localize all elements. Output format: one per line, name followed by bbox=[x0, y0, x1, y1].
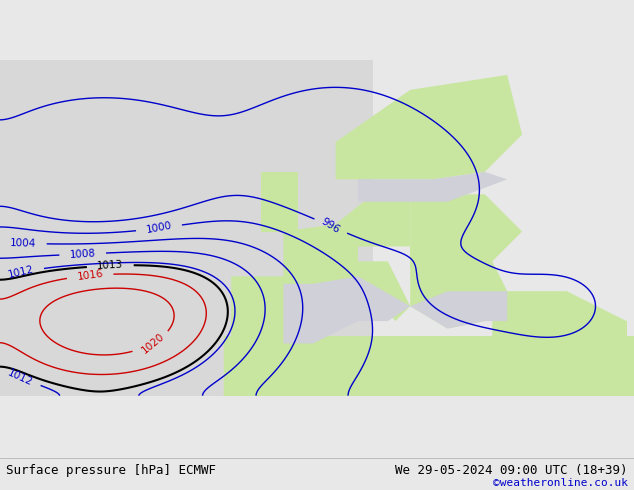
Text: Surface pressure [hPa] ECMWF: Surface pressure [hPa] ECMWF bbox=[6, 464, 216, 477]
Polygon shape bbox=[224, 336, 634, 395]
Polygon shape bbox=[358, 172, 507, 202]
Polygon shape bbox=[410, 195, 522, 269]
Text: 1012: 1012 bbox=[7, 265, 35, 280]
Polygon shape bbox=[410, 246, 507, 328]
Text: 1013: 1013 bbox=[97, 260, 124, 271]
Text: ©weatheronline.co.uk: ©weatheronline.co.uk bbox=[493, 478, 628, 488]
Polygon shape bbox=[283, 195, 410, 284]
Polygon shape bbox=[283, 276, 507, 343]
Text: 1008: 1008 bbox=[69, 248, 96, 260]
Text: 1016: 1016 bbox=[76, 269, 104, 282]
Text: We 29-05-2024 09:00 UTC (18+39): We 29-05-2024 09:00 UTC (18+39) bbox=[395, 464, 628, 477]
Polygon shape bbox=[0, 60, 373, 395]
Polygon shape bbox=[224, 336, 373, 395]
Polygon shape bbox=[358, 261, 410, 321]
Polygon shape bbox=[231, 276, 321, 343]
Polygon shape bbox=[261, 172, 299, 232]
Text: 1012: 1012 bbox=[6, 368, 34, 388]
Text: 996: 996 bbox=[320, 217, 342, 236]
Polygon shape bbox=[567, 321, 626, 395]
Text: 1000: 1000 bbox=[145, 221, 173, 235]
Text: 1020: 1020 bbox=[139, 331, 166, 356]
Polygon shape bbox=[335, 75, 522, 179]
Text: 1004: 1004 bbox=[10, 238, 37, 249]
Polygon shape bbox=[492, 291, 626, 336]
